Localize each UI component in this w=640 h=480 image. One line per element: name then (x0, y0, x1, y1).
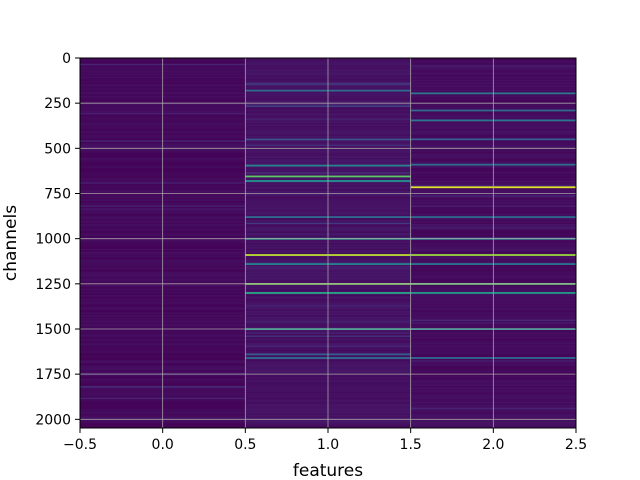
y-axis-ticks: 0 250 500 750 1000 1250 1500 1750 2000 (35, 51, 80, 428)
y-tick-label: 1000 (35, 232, 71, 248)
y-tick-label: 750 (44, 186, 71, 202)
x-tick-label: 0.5 (234, 437, 256, 453)
x-tick-label: 2.0 (482, 437, 504, 453)
y-axis-label: channels (1, 205, 21, 281)
y-tick-label: 1750 (35, 367, 71, 383)
y-tick-label: 250 (44, 96, 71, 112)
y-tick-label: 2000 (35, 412, 71, 428)
y-tick-label: 0 (62, 51, 71, 67)
y-tick-label: 500 (44, 141, 71, 157)
x-tick-label: −0.5 (63, 437, 97, 453)
x-tick-label: 1.0 (317, 437, 339, 453)
y-tick-label: 1250 (35, 277, 71, 293)
x-tick-label: 2.5 (565, 437, 587, 453)
x-tick-label: 1.5 (400, 437, 422, 453)
y-tick-label: 1500 (35, 322, 71, 338)
x-axis-label: features (293, 461, 363, 480)
x-tick-label: 0.0 (152, 437, 174, 453)
x-axis-ticks: −0.5 0.0 0.5 1.0 1.5 2.0 2.5 (63, 428, 587, 453)
